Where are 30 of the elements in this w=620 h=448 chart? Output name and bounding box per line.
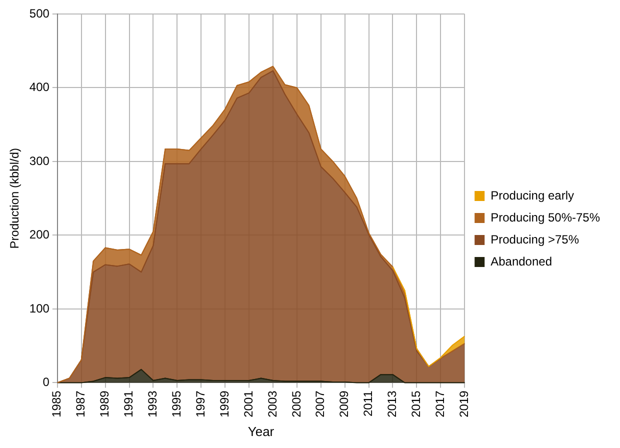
- x-tick-label: 1995: [169, 390, 184, 418]
- x-tick-label: 2011: [361, 390, 376, 417]
- x-tick-label: 2017: [432, 390, 447, 418]
- y-tick-label: 500: [29, 6, 50, 20]
- x-tick-label: 1985: [50, 390, 64, 418]
- x-tick-label: 1999: [217, 390, 232, 418]
- x-tick-label: 2009: [337, 390, 352, 418]
- x-tick-label: 2003: [265, 390, 280, 418]
- y-axis-title: Production (kbbl/d): [8, 148, 22, 249]
- legend-label: Producing >75%: [490, 232, 580, 246]
- x-tick-label: 1997: [193, 390, 208, 418]
- y-tick-label: 0: [42, 375, 50, 390]
- x-tick-label: 1993: [146, 390, 160, 418]
- x-tick-label: 2015: [409, 390, 424, 418]
- x-tick-label: 2013: [385, 390, 400, 418]
- y-tick-label: 300: [29, 154, 50, 168]
- y-tick-label: 200: [29, 228, 50, 242]
- x-tick-label: 2001: [241, 390, 256, 418]
- legend-label: Producing 50%-75%: [490, 210, 600, 224]
- x-tick-label: 2005: [289, 390, 304, 418]
- y-tick-label: 100: [29, 301, 50, 316]
- legend-label: Producing early: [490, 188, 574, 202]
- x-tick-label: 1989: [98, 390, 112, 418]
- x-tick-label: 1987: [74, 390, 88, 418]
- x-axis-title: Year: [248, 424, 275, 439]
- x-tick-label: 1991: [122, 390, 136, 418]
- legend-label: Abandoned: [490, 254, 552, 268]
- y-tick-label: 400: [29, 80, 50, 94]
- x-tick-label: 2019: [456, 390, 471, 418]
- x-tick-label: 2007: [313, 390, 328, 418]
